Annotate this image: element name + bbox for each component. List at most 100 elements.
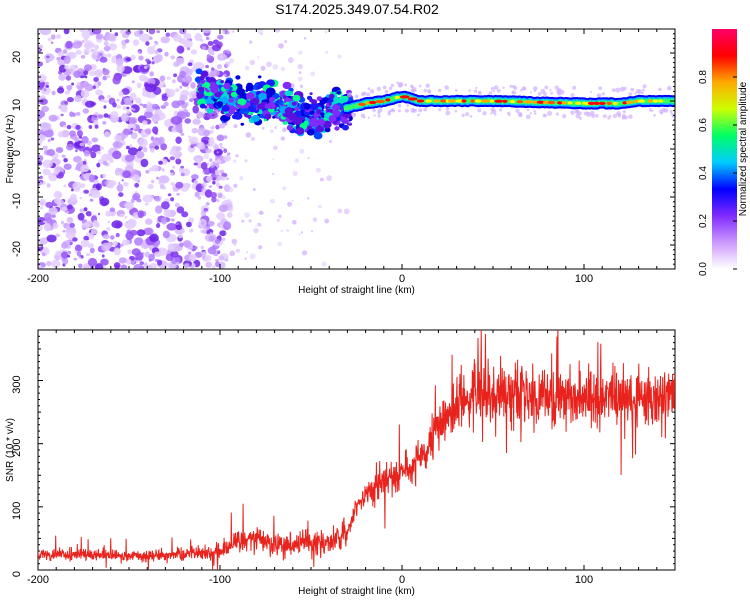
- halo-blob: [670, 112, 673, 115]
- noise-blob: [44, 212, 52, 222]
- noise-blob: [84, 40, 94, 50]
- noise-blob: [66, 211, 69, 214]
- noise-blob: [114, 134, 122, 143]
- noise-blob: [90, 151, 97, 159]
- noise-blob: [232, 159, 237, 163]
- noise-blob: [147, 46, 156, 55]
- noise-blob: [217, 193, 223, 199]
- noise-blob: [173, 61, 180, 67]
- halo-blob: [607, 116, 611, 120]
- noise-blob: [186, 86, 190, 89]
- noise-blob: [200, 38, 204, 43]
- noise-blob: [282, 186, 287, 191]
- noise-blob: [80, 239, 90, 248]
- halo-blob: [406, 104, 409, 107]
- noise-blob: [60, 104, 68, 113]
- noise-blob: [42, 145, 48, 150]
- carrier-blob: [303, 103, 311, 110]
- noise-blob: [109, 207, 116, 213]
- noise-blob: [52, 222, 59, 229]
- noise-blob: [158, 175, 170, 184]
- noise-blob: [58, 73, 66, 81]
- noise-blob: [175, 136, 182, 144]
- carrier-hotspot: [394, 95, 400, 100]
- noise-blob: [47, 138, 51, 143]
- halo-blob: [570, 110, 575, 115]
- noise-blob: [126, 145, 130, 150]
- halo-blob: [533, 112, 537, 115]
- noise-blob: [202, 146, 206, 150]
- noise-blob: [151, 164, 159, 172]
- noise-blob: [231, 238, 238, 245]
- noise-blob: [165, 32, 171, 37]
- noise-blob: [57, 51, 64, 57]
- noise-blob: [286, 228, 290, 232]
- noise-blob: [139, 30, 144, 35]
- halo-blob: [490, 87, 495, 91]
- halo-blob: [445, 107, 450, 111]
- noise-blob: [298, 71, 302, 74]
- noise-blob: [343, 208, 350, 215]
- noise-blob: [102, 173, 106, 178]
- noise-blob: [51, 214, 56, 218]
- carrier-blob: [221, 105, 230, 112]
- noise-blob: [130, 127, 134, 131]
- carrier-blob: [267, 102, 276, 110]
- noise-blob: [218, 185, 223, 189]
- halo-blob: [366, 92, 371, 97]
- noise-blob: [149, 71, 154, 77]
- noise-blob: [58, 105, 62, 110]
- noise-blob: [156, 176, 159, 180]
- noise-blob: [223, 55, 228, 60]
- noise-blob: [246, 251, 248, 254]
- y-tick-label: 200: [11, 439, 23, 457]
- noise-blob: [208, 30, 212, 34]
- noise-blob: [61, 242, 68, 249]
- carrier-hotspot: [502, 99, 508, 103]
- noise-blob: [67, 254, 71, 258]
- noise-blob: [231, 30, 235, 33]
- snr-panel: -200 -100 0 100 0 100 200 300 Height of straight…: [5, 329, 676, 597]
- noise-blob: [39, 48, 42, 52]
- noise-blob: [203, 129, 211, 137]
- noise-blob: [71, 82, 75, 86]
- carrier-blob: [210, 86, 219, 94]
- noise-blob: [78, 256, 82, 260]
- noise-blob: [197, 111, 204, 118]
- halo-blob: [597, 93, 602, 98]
- noise-blob: [190, 49, 197, 55]
- noise-blob: [64, 100, 68, 105]
- noise-blob: [95, 183, 102, 191]
- carrier-blob: [323, 110, 327, 114]
- noise-blob: [123, 97, 132, 105]
- noise-blob: [100, 258, 109, 266]
- carrier-hotspot: [461, 99, 467, 103]
- noise-blob: [282, 127, 287, 132]
- noise-blob: [159, 75, 166, 82]
- noise-blob: [310, 230, 314, 233]
- noise-blob: [188, 90, 198, 99]
- noise-blob: [206, 175, 213, 182]
- carrier-hotspot: [536, 100, 545, 104]
- carrier-blob: [286, 125, 294, 131]
- noise-blob: [209, 158, 213, 163]
- noise-blob: [179, 29, 187, 35]
- noise-blob: [92, 85, 96, 90]
- carrier-blob: [291, 101, 297, 106]
- noise-blob: [166, 76, 171, 80]
- carrier-blob: [336, 90, 342, 95]
- noise-blob: [119, 213, 125, 218]
- noise-blob: [132, 39, 140, 46]
- noise-blob: [174, 202, 180, 208]
- noise-blob: [216, 212, 226, 221]
- halo-blob: [630, 87, 635, 92]
- noise-blob: [276, 218, 280, 222]
- noise-blob: [194, 33, 203, 41]
- noise-blob: [209, 231, 213, 235]
- noise-blob: [81, 30, 91, 39]
- noise-blob: [62, 229, 66, 233]
- noise-blob: [125, 231, 134, 240]
- halo-blob: [515, 108, 520, 114]
- noise-blob: [84, 220, 93, 228]
- noise-blob: [187, 62, 193, 67]
